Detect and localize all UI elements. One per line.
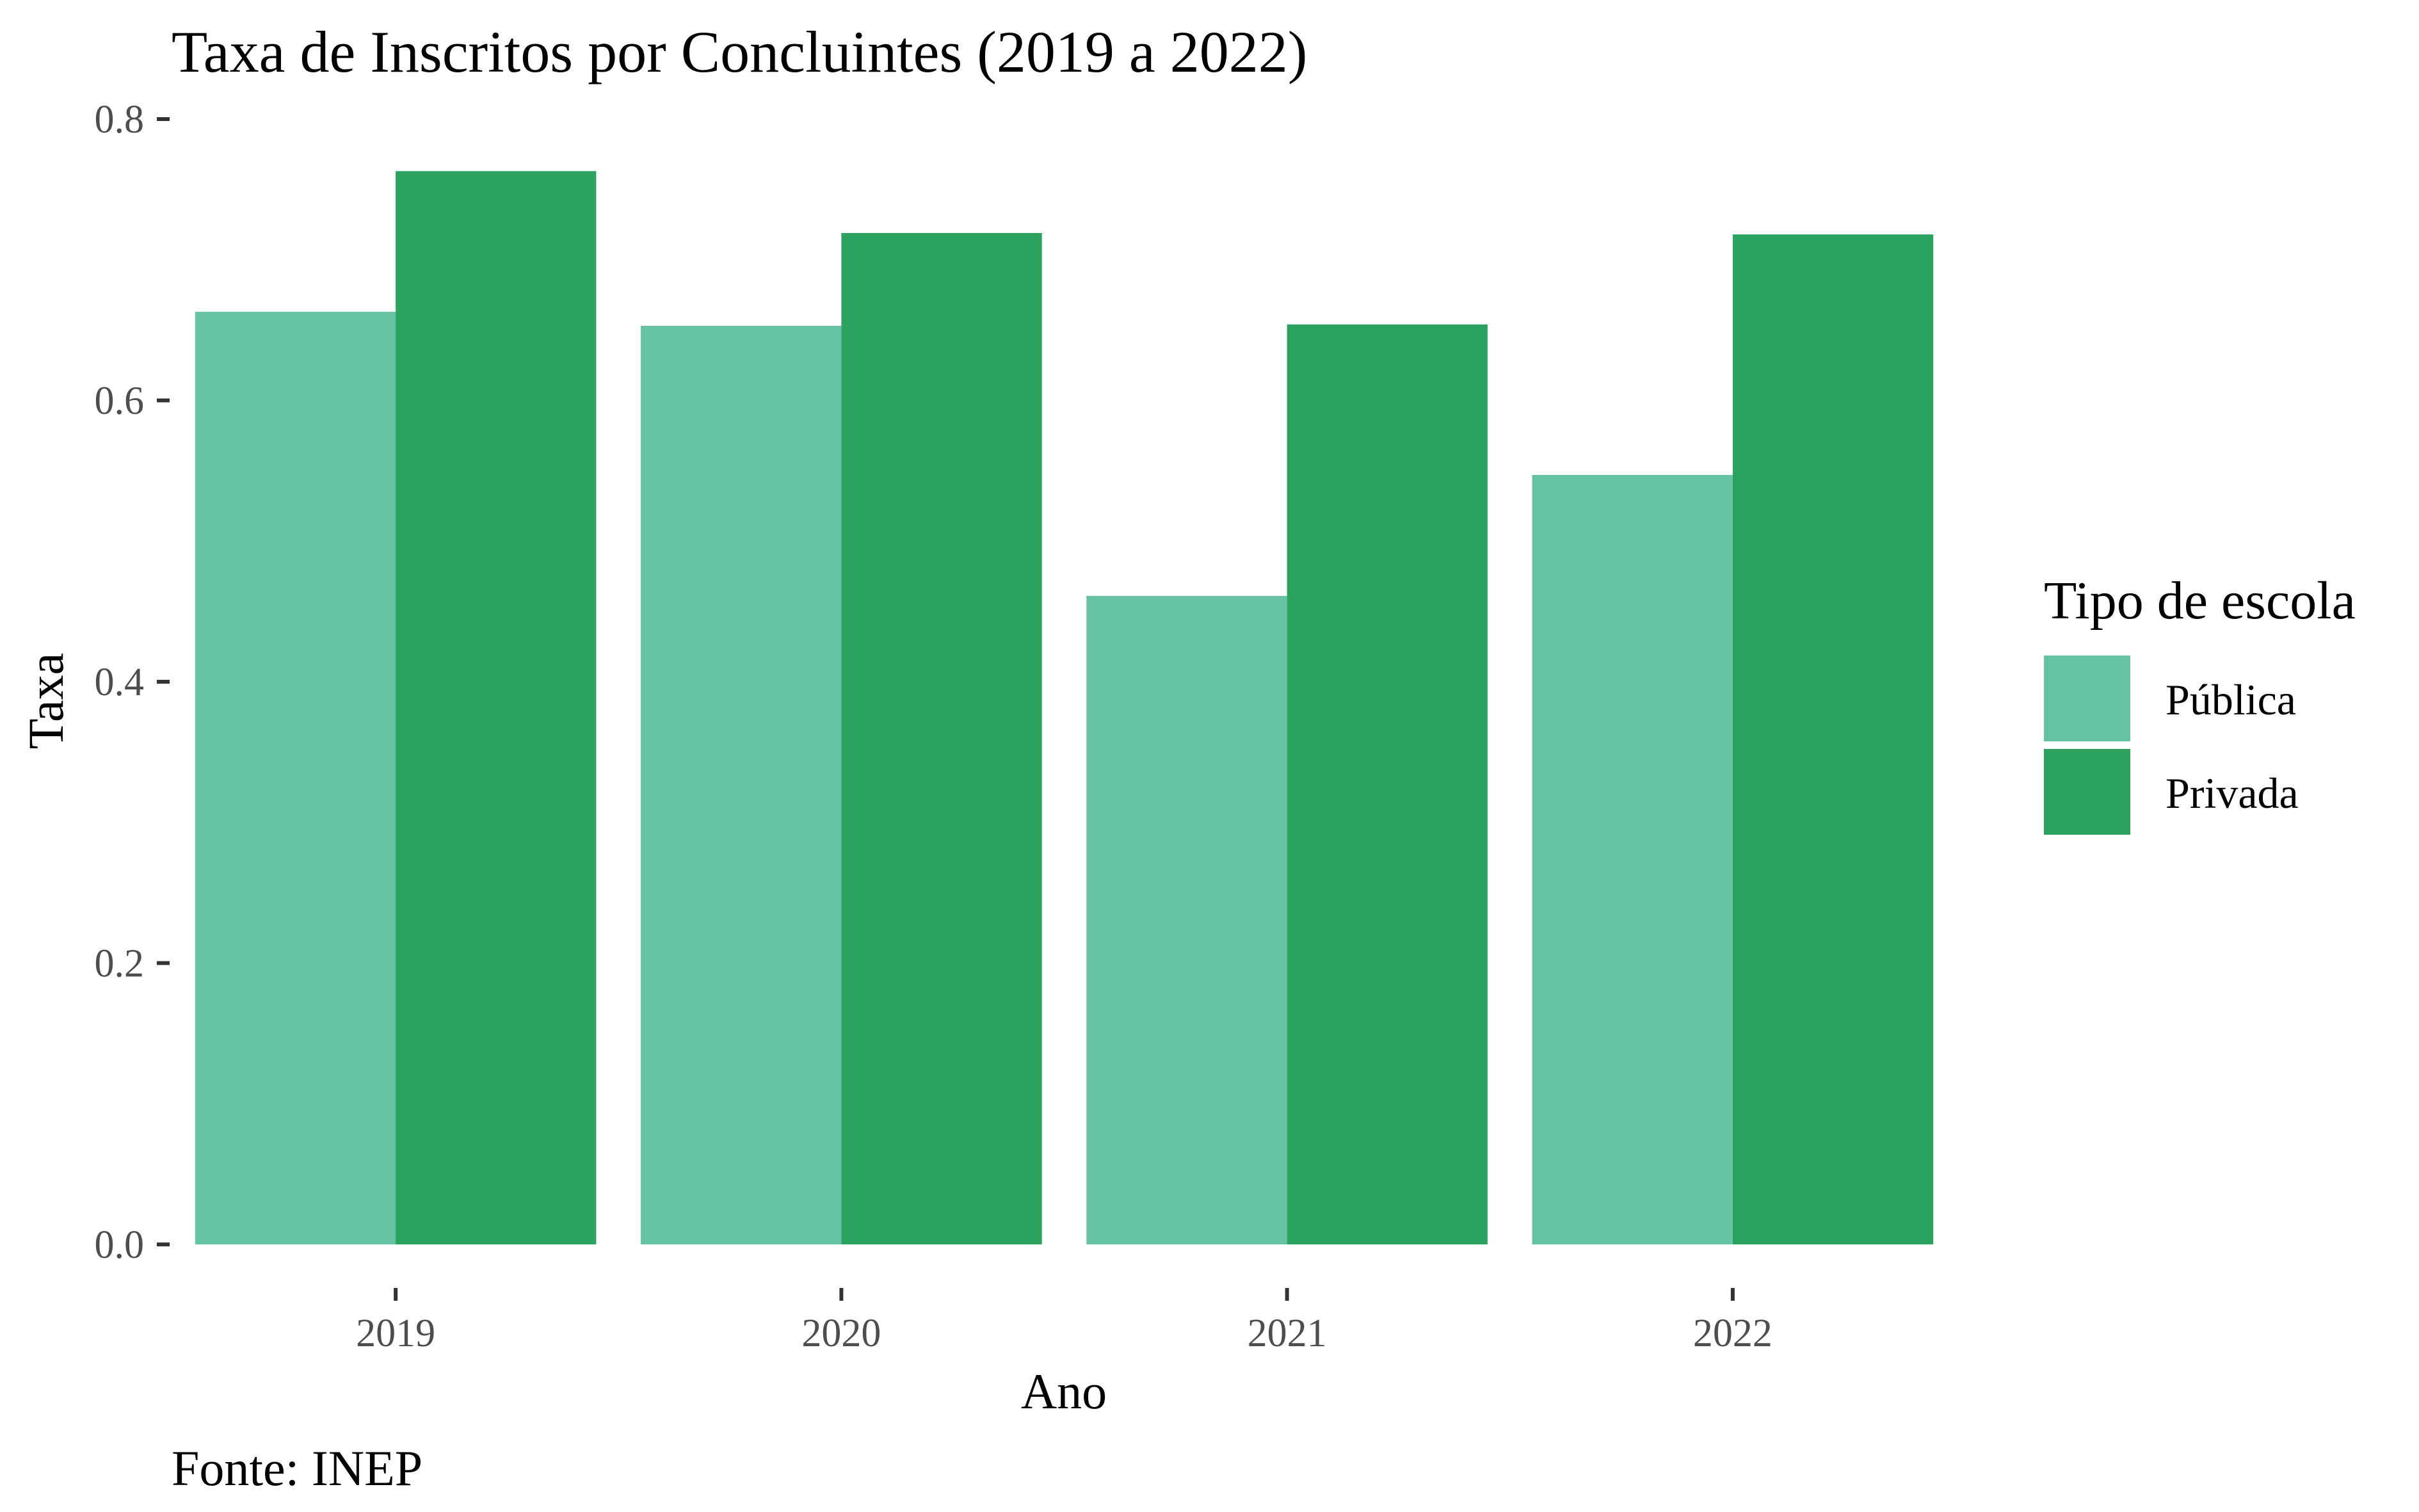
y-axis: 0.0 0.2 0.4 0.6 0.8	[95, 98, 170, 1267]
legend-key-publica	[2044, 655, 2130, 741]
y-tick-label: 0.6	[95, 380, 145, 423]
chart-title: Taxa de Inscritos por Concluintes (2019 …	[172, 19, 1307, 84]
bar-publica-2019	[195, 312, 396, 1245]
legend-title: Tipo de escola	[2044, 571, 2356, 631]
x-axis: 2019 2020 2021 2022	[356, 1288, 1772, 1355]
x-tick-label: 2021	[1248, 1312, 1327, 1355]
bar-publica-2022	[1532, 475, 1733, 1244]
bar-publica-2021	[1086, 596, 1287, 1244]
y-tick-label: 0.2	[95, 942, 145, 986]
bar-privada-2019	[396, 171, 597, 1244]
bars-group	[195, 171, 1934, 1245]
y-tick-label: 0.0	[95, 1223, 145, 1267]
bar-privada-2020	[841, 233, 1042, 1244]
x-tick-label: 2022	[1693, 1312, 1772, 1355]
legend: Tipo de escola Pública Privada	[2044, 571, 2356, 835]
caption: Fonte: INEP	[172, 1440, 422, 1496]
bar-privada-2021	[1287, 324, 1488, 1244]
x-tick-label: 2020	[801, 1312, 881, 1355]
legend-label: Privada	[2166, 769, 2299, 817]
y-tick-label: 0.8	[95, 98, 145, 141]
legend-label: Pública	[2166, 675, 2296, 724]
bar-publica-2020	[641, 326, 842, 1244]
plot-area: 0.0 0.2 0.4 0.6 0.8 2019 2020 2021 2022	[95, 98, 1934, 1355]
y-axis-title: Taxa	[18, 653, 74, 749]
x-axis-title: Ano	[1021, 1363, 1107, 1419]
x-tick-label: 2019	[356, 1312, 435, 1355]
legend-key-privada	[2044, 749, 2130, 835]
bar-privada-2022	[1732, 234, 1934, 1245]
y-tick-label: 0.4	[95, 661, 145, 704]
